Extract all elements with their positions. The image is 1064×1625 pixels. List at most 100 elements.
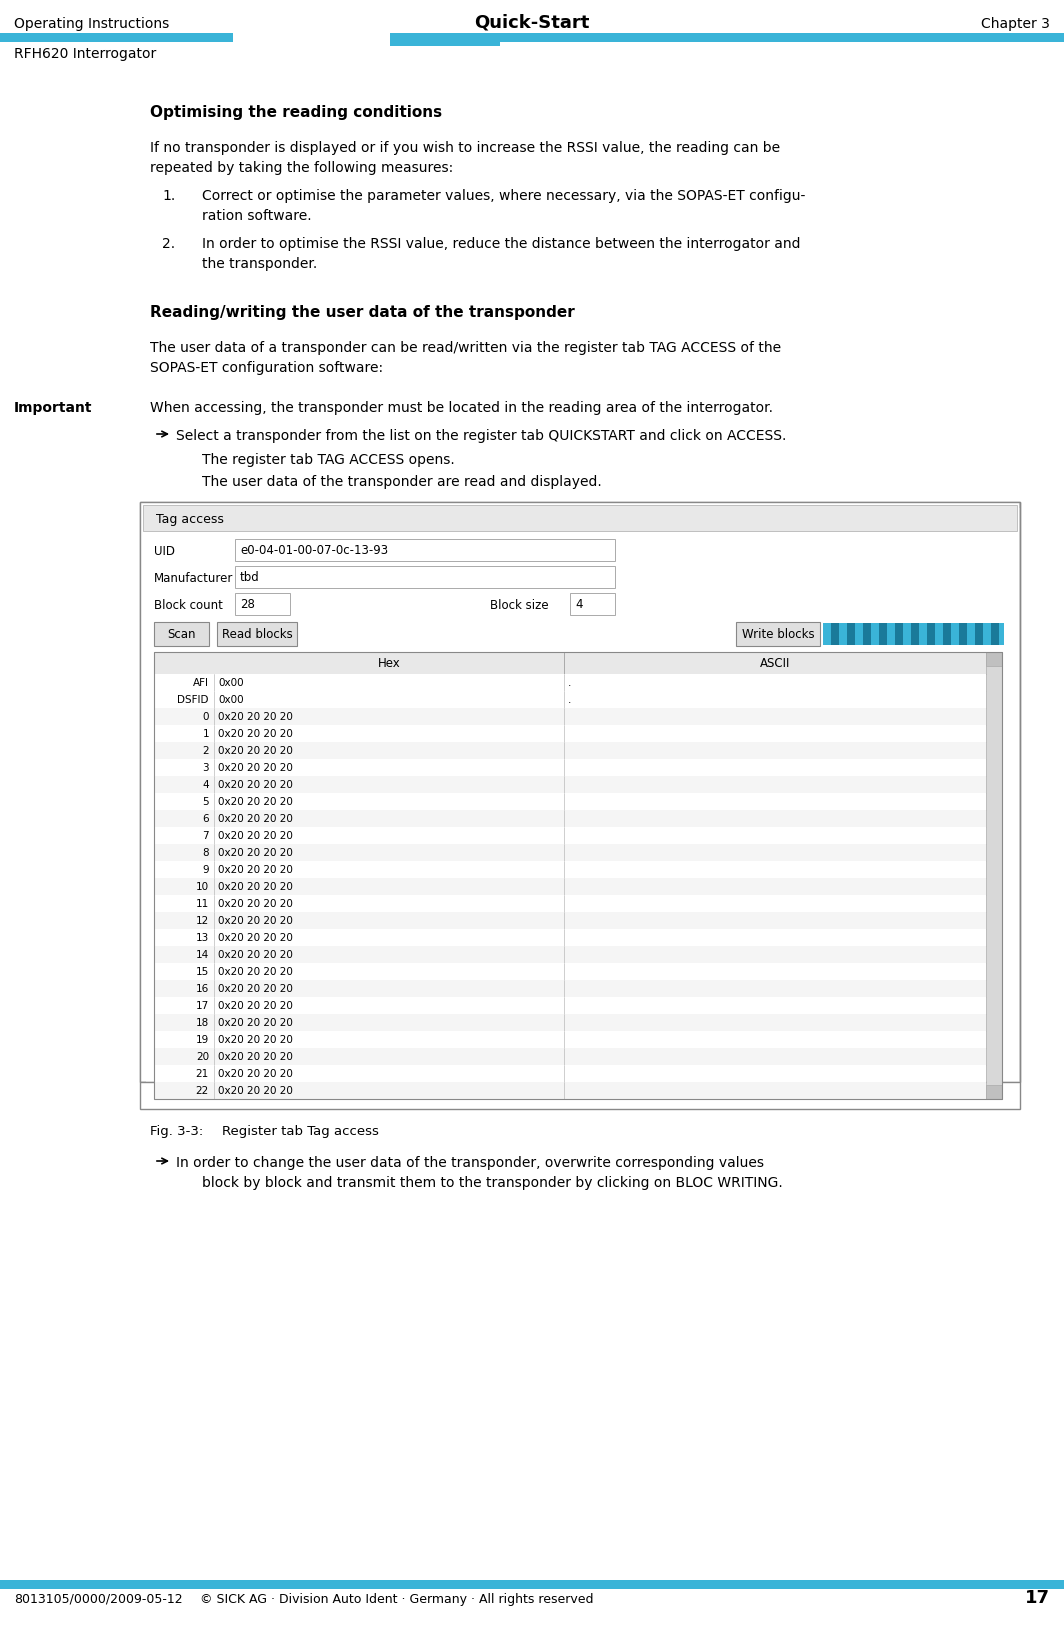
Bar (154, 878, 986, 895)
Text: 6: 6 (202, 814, 209, 824)
Bar (154, 793, 986, 809)
Bar (959, 622, 967, 645)
Text: Optimising the reading conditions: Optimising the reading conditions (150, 106, 443, 120)
Bar (154, 827, 986, 843)
Text: 18: 18 (196, 1017, 209, 1029)
Text: 17: 17 (1025, 1589, 1050, 1607)
Bar (154, 691, 986, 708)
Bar (822, 622, 831, 645)
Text: RFH620 Interrogator: RFH620 Interrogator (14, 47, 156, 62)
Text: 0x20 20 20 20: 0x20 20 20 20 (218, 985, 293, 994)
Text: 0x20 20 20 20: 0x20 20 20 20 (218, 814, 293, 824)
Bar (140, 502, 1020, 1082)
Text: 21: 21 (196, 1069, 209, 1079)
Text: 2: 2 (202, 746, 209, 756)
Bar (154, 895, 986, 912)
Text: Block count: Block count (154, 600, 222, 613)
Bar (154, 1082, 986, 1098)
Text: 5: 5 (202, 796, 209, 808)
Text: The user data of the transponder are read and displayed.: The user data of the transponder are rea… (202, 474, 602, 489)
Bar (154, 980, 986, 998)
Text: DSFID: DSFID (178, 696, 209, 705)
Text: 0x20 20 20 20: 0x20 20 20 20 (218, 951, 293, 960)
Bar (154, 777, 986, 793)
Bar (154, 725, 986, 743)
Bar (831, 622, 839, 645)
Bar (983, 622, 991, 645)
Bar (154, 743, 986, 759)
Bar (217, 622, 297, 647)
Bar (887, 622, 895, 645)
Text: © SICK AG · Division Auto Ident · Germany · All rights reserved: © SICK AG · Division Auto Ident · German… (200, 1592, 594, 1606)
Bar (154, 1030, 986, 1048)
Bar (991, 622, 999, 645)
Text: 0x20 20 20 20: 0x20 20 20 20 (218, 1001, 293, 1011)
Text: 4: 4 (575, 598, 582, 611)
Bar (0, 1580, 1064, 1589)
Bar (142, 504, 1019, 1081)
Text: the transponder.: the transponder. (202, 257, 317, 271)
Bar (500, 32, 1064, 42)
Text: 0x20 20 20 20: 0x20 20 20 20 (218, 796, 293, 808)
Text: The user data of a transponder can be read/written via the register tab TAG ACCE: The user data of a transponder can be re… (150, 341, 781, 354)
Text: 0x20 20 20 20: 0x20 20 20 20 (218, 899, 293, 908)
Text: 11: 11 (196, 899, 209, 908)
Text: 0x20 20 20 20: 0x20 20 20 20 (218, 1017, 293, 1029)
Bar (951, 622, 959, 645)
Text: Reading/writing the user data of the transponder: Reading/writing the user data of the tra… (150, 306, 575, 320)
Text: .: . (568, 696, 571, 705)
Text: Manufacturer: Manufacturer (154, 572, 233, 585)
Text: 0x20 20 20 20: 0x20 20 20 20 (218, 712, 293, 722)
Bar (895, 622, 903, 645)
Bar (919, 622, 927, 645)
Text: 0x20 20 20 20: 0x20 20 20 20 (218, 848, 293, 858)
Bar (855, 622, 863, 645)
Text: block by block and transmit them to the transponder by clicking on BLOC WRITING.: block by block and transmit them to the … (202, 1176, 783, 1190)
Text: In order to change the user data of the transponder, overwrite corresponding val: In order to change the user data of the … (176, 1155, 764, 1170)
Text: UID: UID (154, 544, 174, 557)
Bar (154, 708, 986, 725)
Text: 0x20 20 20 20: 0x20 20 20 20 (218, 1051, 293, 1063)
Bar (154, 652, 1002, 1098)
Bar (390, 32, 500, 42)
Bar (154, 674, 986, 691)
Bar (154, 759, 986, 777)
Bar (986, 1086, 1002, 1098)
Text: 3: 3 (202, 764, 209, 774)
Text: In order to optimise the RSSI value, reduce the distance between the interrogato: In order to optimise the RSSI value, red… (202, 237, 800, 250)
Text: 8: 8 (202, 848, 209, 858)
Text: 13: 13 (196, 933, 209, 942)
Text: 10: 10 (196, 882, 209, 892)
Text: 0x20 20 20 20: 0x20 20 20 20 (218, 764, 293, 774)
Text: Select a transponder from the list on the register tab QUICKSTART and click on A: Select a transponder from the list on th… (176, 429, 786, 444)
Text: 2.: 2. (162, 237, 176, 250)
Text: 0x00: 0x00 (218, 696, 244, 705)
Text: 12: 12 (196, 916, 209, 926)
Bar (570, 593, 615, 614)
Text: 0x20 20 20 20: 0x20 20 20 20 (218, 1069, 293, 1079)
Text: Read blocks: Read blocks (221, 627, 293, 640)
Text: 0x20 20 20 20: 0x20 20 20 20 (218, 730, 293, 739)
Bar (967, 622, 975, 645)
Text: Tag access: Tag access (156, 514, 223, 526)
Bar (847, 622, 855, 645)
Text: 22: 22 (196, 1086, 209, 1095)
Bar (154, 843, 986, 861)
Bar (154, 964, 986, 980)
Text: ration software.: ration software. (202, 210, 312, 223)
Bar (903, 622, 911, 645)
Text: 0x20 20 20 20: 0x20 20 20 20 (218, 1086, 293, 1095)
Text: 0x20 20 20 20: 0x20 20 20 20 (218, 746, 293, 756)
Bar (863, 622, 871, 645)
Bar (736, 622, 820, 647)
Text: .: . (568, 678, 571, 687)
Text: Scan: Scan (167, 627, 196, 640)
Text: 16: 16 (196, 985, 209, 994)
Bar (871, 622, 879, 645)
Text: Write blocks: Write blocks (742, 627, 814, 640)
Bar (140, 502, 1020, 509)
Text: 17: 17 (196, 1001, 209, 1011)
Bar (943, 622, 951, 645)
Bar (235, 540, 615, 561)
Text: 1: 1 (202, 730, 209, 739)
